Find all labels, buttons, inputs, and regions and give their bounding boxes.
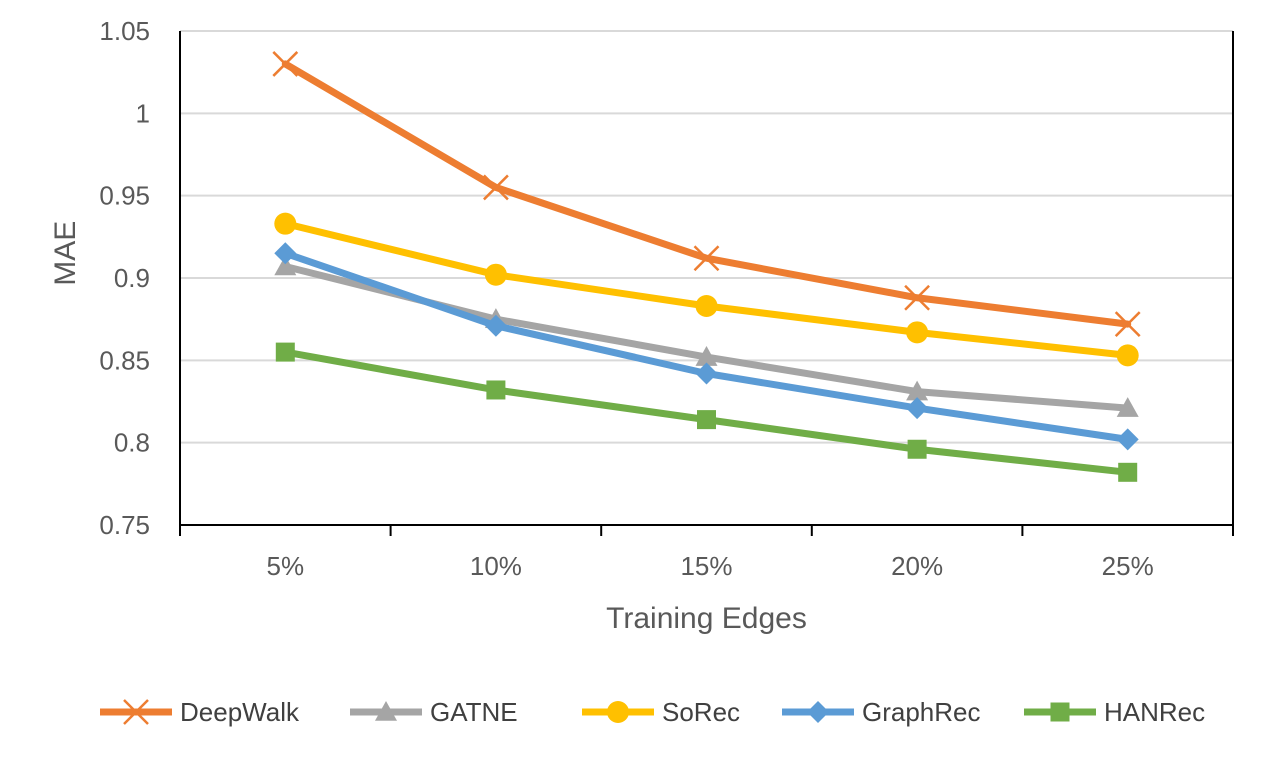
y-tick-label: 0.8 [114, 428, 150, 458]
y-tick-label: 0.75 [99, 510, 150, 540]
data-point-triangle-marker [1116, 397, 1139, 417]
y-tick-label: 1 [136, 98, 150, 128]
series-graphrec [274, 242, 1139, 451]
data-point-square-marker [697, 410, 716, 430]
legend-item-deepwalk: DeepWalk [100, 697, 300, 727]
x-tick-label: 10% [470, 551, 522, 581]
data-point-x-marker [483, 174, 509, 201]
data-point-diamond-marker [1116, 428, 1139, 451]
series-group [272, 51, 1141, 482]
legend-item-graphrec: GraphRec [782, 697, 981, 727]
data-point-circle-marker [906, 321, 929, 344]
y-axis-title: MAE [49, 221, 82, 286]
x-axis-title: Training Edges [606, 602, 807, 635]
legend-label: GATNE [430, 697, 518, 727]
data-point-triangle-marker [906, 380, 929, 401]
axes: 0.75 0.8 0.85 0.9 0.95 1 1.05 5% 10% 15% 20% 25% [99, 16, 1234, 581]
data-point-square-marker [275, 342, 295, 362]
legend-item-sorec: SoRec [582, 697, 740, 727]
y-tick-label: 0.9 [114, 263, 150, 293]
data-point-circle-marker [274, 212, 297, 235]
legend: DeepWalk GATNE SoRec GraphRec HANRec [100, 697, 1205, 727]
series-line-deepwalk [281, 60, 1132, 328]
x-tick-label: 20% [891, 551, 943, 581]
data-point-square-marker [486, 380, 506, 400]
legend-label: GraphRec [862, 697, 981, 727]
data-point-x-marker [1114, 311, 1141, 337]
data-point-circle-marker [1116, 344, 1139, 367]
x-tick-label: 25% [1102, 551, 1154, 581]
series-sorec [274, 212, 1139, 367]
data-point-triangle-marker [274, 255, 297, 276]
y-tick-label: 0.95 [99, 181, 150, 211]
data-point-diamond-marker [807, 701, 829, 723]
data-point-square-marker [1050, 702, 1070, 722]
x-tick-label: 15% [680, 551, 732, 581]
legend-label: DeepWalk [180, 697, 300, 727]
series-line-gatne [281, 262, 1132, 412]
legend-item-gatne: GATNE [350, 697, 518, 727]
series-hanrec [275, 342, 1138, 482]
legend-item-hanrec: HANRec [1024, 697, 1205, 727]
data-point-diamond-marker [906, 397, 929, 420]
series-gatne [274, 255, 1139, 417]
series-line-sorec [281, 220, 1132, 359]
y-tick-label: 1.05 [99, 16, 150, 46]
x-tick-label: 5% [267, 551, 305, 581]
y-tick-label: 0.85 [99, 345, 150, 375]
data-point-triangle-marker [695, 346, 718, 366]
data-point-x-marker [904, 284, 930, 311]
data-point-x-marker [272, 51, 299, 77]
data-point-diamond-marker [484, 314, 507, 337]
data-point-x-marker [123, 699, 149, 725]
series-deepwalk [272, 51, 1141, 337]
data-point-triangle-marker [375, 701, 397, 721]
legend-label: HANRec [1104, 697, 1205, 727]
data-point-x-marker [693, 245, 720, 272]
data-point-circle-marker [484, 263, 507, 286]
data-point-square-marker [907, 439, 927, 459]
data-point-square-marker [1118, 462, 1138, 482]
data-point-diamond-marker [274, 242, 297, 265]
data-point-circle-marker [607, 701, 629, 723]
legend-label: SoRec [662, 697, 740, 727]
data-point-diamond-marker [695, 362, 718, 385]
data-point-circle-marker [695, 294, 718, 317]
